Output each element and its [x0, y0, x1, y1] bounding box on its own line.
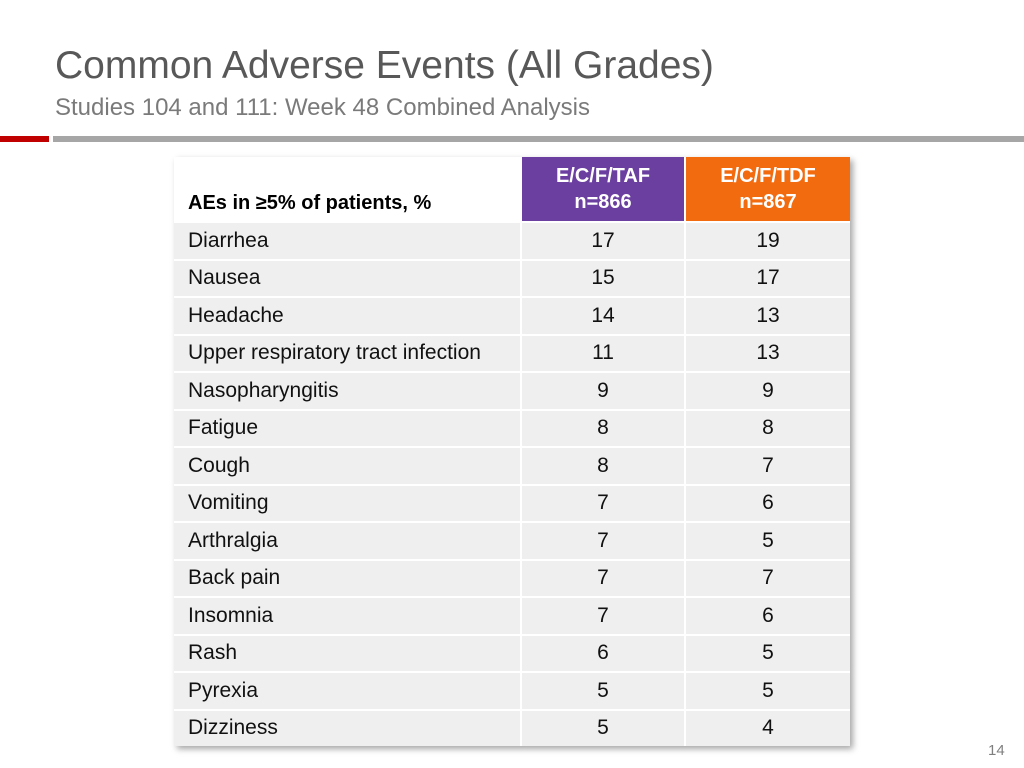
tdf-value: 17	[684, 258, 850, 297]
tdf-value: 19	[684, 221, 850, 260]
column-header-taf-name: E/C/F/TAF	[555, 165, 651, 187]
ae-name: Insomnia	[174, 596, 521, 635]
table-row: Upper respiratory tract infection 11 13	[174, 333, 850, 372]
ae-name: Vomiting	[174, 483, 521, 522]
ae-name: Dizziness	[174, 708, 521, 746]
tdf-value: 13	[684, 296, 850, 335]
table-row: Cough 8 7	[174, 446, 850, 485]
ae-name: Headache	[174, 296, 521, 335]
title-divider	[53, 136, 1024, 142]
ae-name: Nasopharyngitis	[174, 371, 521, 410]
table-row: Headache 14 13	[174, 296, 850, 335]
slide-title: Common Adverse Events (All Grades)	[55, 44, 714, 87]
tdf-value: 5	[684, 633, 850, 672]
taf-value: 8	[520, 408, 685, 447]
tdf-value: 9	[684, 371, 850, 410]
tdf-value: 13	[684, 333, 850, 372]
column-header-tdf-name: E/C/F/TDF	[720, 165, 816, 187]
table-row: Vomiting 7 6	[174, 483, 850, 522]
table-header-row: AEs in ≥5% of patients, % E/C/F/TAF n=86…	[174, 157, 850, 222]
column-header-taf-n: n=866	[574, 191, 632, 213]
taf-value: 7	[520, 558, 685, 597]
table-row: Dizziness 5 4	[174, 708, 850, 746]
taf-value: 11	[520, 333, 685, 372]
table-row: Diarrhea 17 19	[174, 221, 850, 260]
taf-value: 7	[520, 596, 685, 635]
taf-value: 6	[520, 633, 685, 672]
taf-value: 14	[520, 296, 685, 335]
table-row: Rash 6 5	[174, 633, 850, 672]
tdf-value: 7	[684, 558, 850, 597]
taf-value: 5	[520, 671, 685, 710]
page-number: 14	[988, 742, 1005, 759]
taf-value: 5	[520, 708, 685, 746]
ae-name: Rash	[174, 633, 521, 672]
column-header-tdf-n: n=867	[739, 191, 797, 213]
tdf-value: 6	[684, 483, 850, 522]
ae-name: Cough	[174, 446, 521, 485]
tdf-value: 6	[684, 596, 850, 635]
table-row: Fatigue 8 8	[174, 408, 850, 447]
taf-value: 15	[520, 258, 685, 297]
taf-value: 7	[520, 521, 685, 560]
table-body: Diarrhea 17 19 Nausea 15 17 Headache 14 13 Upp…	[174, 221, 850, 746]
column-header-taf: E/C/F/TAF n=866	[520, 157, 685, 222]
ae-name: Nausea	[174, 258, 521, 297]
ae-name: Diarrhea	[174, 221, 521, 260]
table-row: Insomnia 7 6	[174, 596, 850, 635]
ae-name: Fatigue	[174, 408, 521, 447]
table-row: Arthralgia 7 5	[174, 521, 850, 560]
tdf-value: 5	[684, 521, 850, 560]
column-header-tdf: E/C/F/TDF n=867	[684, 157, 850, 222]
adverse-events-table-container: AEs in ≥5% of patients, % E/C/F/TAF n=86…	[174, 157, 850, 746]
tdf-value: 7	[684, 446, 850, 485]
tdf-value: 4	[684, 708, 850, 746]
slide-subtitle: Studies 104 and 111: Week 48 Combined An…	[55, 94, 591, 121]
tdf-value: 8	[684, 408, 850, 447]
accent-divider	[0, 136, 49, 142]
ae-name: Pyrexia	[174, 671, 521, 710]
table-row: Nasopharyngitis 9 9	[174, 371, 850, 410]
tdf-value: 5	[684, 671, 850, 710]
ae-name: Back pain	[174, 558, 521, 597]
taf-value: 9	[520, 371, 685, 410]
table-row: Nausea 15 17	[174, 258, 850, 297]
table-row: Back pain 7 7	[174, 558, 850, 597]
row-header-label: AEs in ≥5% of patients, %	[174, 157, 521, 222]
taf-value: 7	[520, 483, 685, 522]
table-row: Pyrexia 5 5	[174, 671, 850, 710]
taf-value: 8	[520, 446, 685, 485]
ae-name: Arthralgia	[174, 521, 521, 560]
ae-name: Upper respiratory tract infection	[174, 333, 521, 372]
adverse-events-table: AEs in ≥5% of patients, % E/C/F/TAF n=86…	[174, 157, 850, 746]
taf-value: 17	[520, 221, 685, 260]
